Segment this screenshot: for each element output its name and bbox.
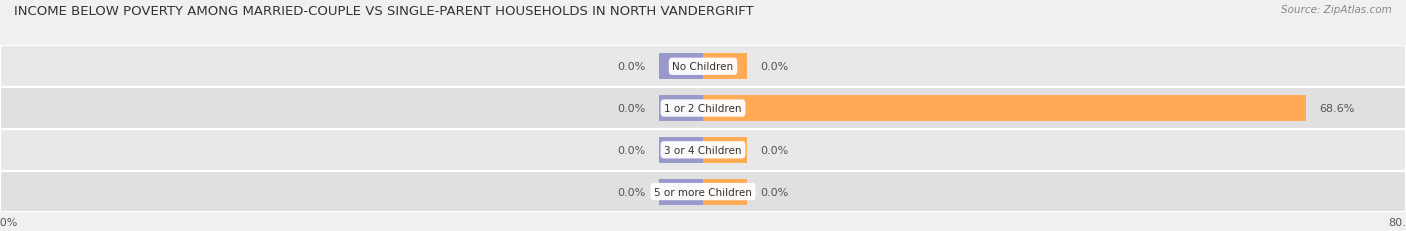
Text: 0.0%: 0.0% <box>617 62 645 72</box>
Bar <box>0 129 1406 171</box>
Text: 5 or more Children: 5 or more Children <box>654 187 752 197</box>
Bar <box>0 88 1406 129</box>
Text: 68.6%: 68.6% <box>1319 103 1354 114</box>
Bar <box>659 54 703 80</box>
Text: 0.0%: 0.0% <box>617 145 645 155</box>
Bar <box>659 96 703 122</box>
Bar <box>0 171 1406 213</box>
Text: INCOME BELOW POVERTY AMONG MARRIED-COUPLE VS SINGLE-PARENT HOUSEHOLDS IN NORTH V: INCOME BELOW POVERTY AMONG MARRIED-COUPL… <box>14 5 754 18</box>
Bar <box>703 54 747 80</box>
Bar <box>703 137 747 163</box>
Bar <box>703 96 1306 122</box>
Text: 0.0%: 0.0% <box>761 187 789 197</box>
Text: 0.0%: 0.0% <box>761 62 789 72</box>
Bar <box>703 179 747 205</box>
Text: 0.0%: 0.0% <box>617 103 645 114</box>
Text: 3 or 4 Children: 3 or 4 Children <box>664 145 742 155</box>
Text: Source: ZipAtlas.com: Source: ZipAtlas.com <box>1281 5 1392 15</box>
Bar <box>659 137 703 163</box>
Text: 1 or 2 Children: 1 or 2 Children <box>664 103 742 114</box>
Bar <box>0 46 1406 88</box>
Bar <box>659 179 703 205</box>
Text: 0.0%: 0.0% <box>617 187 645 197</box>
Text: No Children: No Children <box>672 62 734 72</box>
Text: 0.0%: 0.0% <box>761 145 789 155</box>
